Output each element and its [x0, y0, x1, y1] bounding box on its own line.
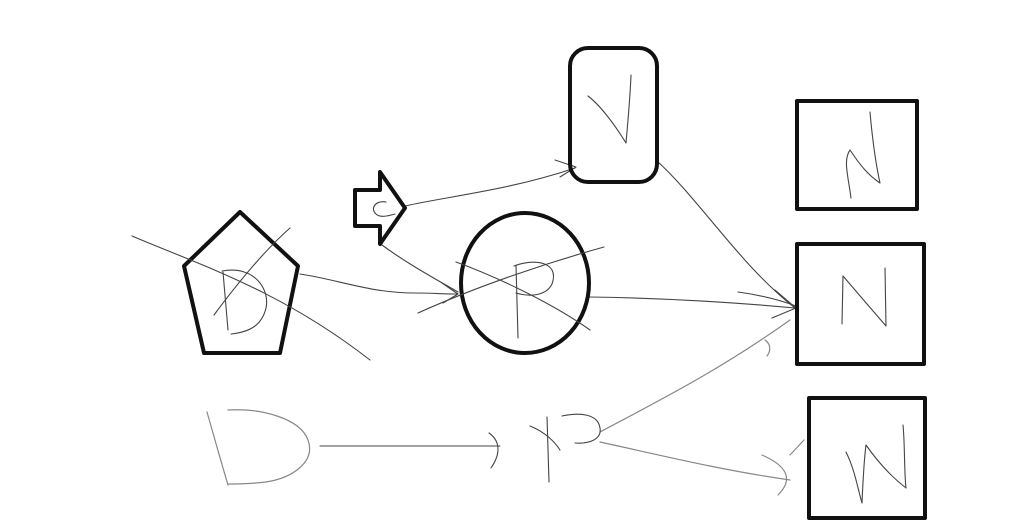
- circle-shape: [459, 211, 591, 355]
- edge-sketch-p-to-box-bottom: [599, 441, 791, 481]
- arrowhead-sketch-p-to-box-middle: [764, 339, 771, 357]
- pentagon-shape: [182, 210, 300, 355]
- edge-circle-to-box: [588, 296, 796, 309]
- sketch-p-glyph: [529, 413, 601, 483]
- pencil-mark: [789, 439, 805, 456]
- pentagon-strike-1: [131, 235, 371, 361]
- arrowhead-into-box-middle-2: [737, 291, 797, 307]
- node-circle-p: [417, 211, 605, 355]
- rounded-rect-glyph-v: [587, 74, 632, 144]
- box-middle-glyph-n: [841, 267, 887, 327]
- node-arrow-c: [353, 170, 407, 246]
- box-top-shape: [795, 99, 919, 211]
- arrowhead-into-box-middle: [771, 289, 797, 319]
- node-box-n-top: [795, 99, 919, 211]
- circle-strike-2: [455, 261, 591, 331]
- node-box-n-middle: [795, 242, 926, 366]
- node-rounded-rect-v: [568, 46, 659, 184]
- box-middle-shape: [795, 242, 926, 366]
- edge-pentagon-to-circle: [299, 273, 459, 295]
- box-top-glyph-n: [845, 111, 881, 199]
- arrowhead-sketch-p-to-box-bottom: [761, 454, 788, 496]
- circle-glyph-p: [513, 261, 555, 339]
- pentagon-glyph-d: [221, 269, 268, 335]
- arrowhead-arrow-to-rounded-rect: [554, 159, 577, 178]
- block-arrow-shape: [353, 170, 407, 246]
- node-pentagon-d: [131, 210, 371, 361]
- rounded-rect-shape: [568, 46, 659, 184]
- arrowhead-pentagon-to-circle: [441, 282, 459, 304]
- node-sketch-d: [206, 409, 311, 486]
- box-bottom-shape: [807, 396, 927, 520]
- connectors: [299, 159, 805, 496]
- arrowhead-sketch-d-to-sketch-p: [488, 432, 499, 469]
- box-bottom-glyph-n: [845, 424, 907, 504]
- edge-sketch-p-to-box-middle: [599, 319, 791, 433]
- sketch-d-glyph: [206, 409, 311, 486]
- edge-rounded-rect-to-box: [655, 159, 796, 309]
- node-box-n-bottom: [807, 396, 927, 520]
- edge-arrow-to-circle: [381, 244, 459, 293]
- arrow-glyph-c: [372, 201, 396, 217]
- edge-arrow-to-rounded-rect: [404, 167, 576, 207]
- pentagon-strike-2: [213, 227, 291, 316]
- node-sketch-p: [529, 413, 601, 483]
- circle-strike-1: [417, 246, 605, 314]
